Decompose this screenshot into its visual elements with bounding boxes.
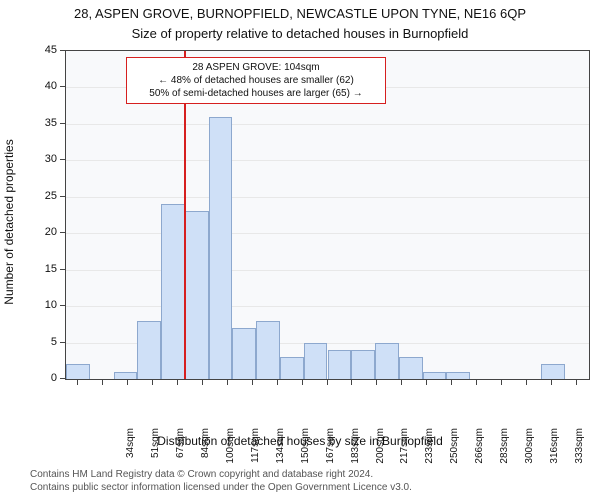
x-tick (177, 380, 178, 385)
x-tick (202, 380, 203, 385)
y-tick-label: 20 (35, 226, 57, 238)
y-tick-label: 5 (35, 336, 57, 348)
attribution-line2: Contains public sector information licen… (30, 481, 412, 494)
x-tick (302, 380, 303, 385)
x-tick (252, 380, 253, 385)
gridline (66, 197, 589, 198)
histogram-bar (161, 204, 185, 379)
histogram-bar (256, 321, 280, 379)
x-tick (476, 380, 477, 385)
x-axis-label: Distribution of detached houses by size … (0, 434, 600, 448)
y-tick-label: 15 (35, 263, 57, 275)
histogram-bar (114, 372, 138, 379)
attribution-text: Contains HM Land Registry data © Crown c… (30, 468, 412, 494)
y-tick-label: 30 (35, 153, 57, 165)
x-tick (501, 380, 502, 385)
y-tick-label: 10 (35, 299, 57, 311)
histogram-bar (209, 117, 233, 379)
x-tick (551, 380, 552, 385)
x-tick (526, 380, 527, 385)
x-tick (227, 380, 228, 385)
y-tick-label: 25 (35, 190, 57, 202)
x-tick (127, 380, 128, 385)
x-tick (451, 380, 452, 385)
x-tick (576, 380, 577, 385)
y-tick (60, 269, 65, 270)
gridline (66, 233, 589, 234)
y-tick (60, 159, 65, 160)
chart-subtitle: Size of property relative to detached ho… (0, 26, 600, 41)
histogram-bar (399, 357, 423, 379)
histogram-bar (232, 328, 256, 379)
y-tick-label: 40 (35, 80, 57, 92)
y-tick (60, 50, 65, 51)
annotation-line: 28 ASPEN GROVE: 104sqm (133, 61, 379, 74)
x-tick (401, 380, 402, 385)
page-title: 28, ASPEN GROVE, BURNOPFIELD, NEWCASTLE … (0, 6, 600, 21)
histogram-bar (423, 372, 447, 379)
histogram-bar (328, 350, 352, 379)
gridline (66, 160, 589, 161)
histogram-bar (375, 343, 399, 379)
histogram-bar (446, 372, 470, 379)
x-tick (327, 380, 328, 385)
y-tick-label: 0 (35, 372, 57, 384)
annotation-line: 50% of semi-detached houses are larger (… (133, 87, 379, 100)
chart-plot-area: 28 ASPEN GROVE: 104sqm← 48% of detached … (65, 50, 590, 380)
x-tick (277, 380, 278, 385)
y-tick (60, 342, 65, 343)
x-tick (152, 380, 153, 385)
y-tick (60, 86, 65, 87)
y-tick (60, 232, 65, 233)
histogram-bar (66, 364, 90, 379)
annotation-box: 28 ASPEN GROVE: 104sqm← 48% of detached … (126, 57, 386, 104)
y-tick (60, 123, 65, 124)
histogram-bar (137, 321, 161, 379)
x-tick (351, 380, 352, 385)
x-tick (426, 380, 427, 385)
y-tick (60, 196, 65, 197)
x-tick (102, 380, 103, 385)
histogram-bar (351, 350, 375, 379)
annotation-line: ← 48% of detached houses are smaller (62… (133, 74, 379, 87)
x-tick (376, 380, 377, 385)
y-axis-label: Number of detached properties (2, 122, 16, 322)
x-tick (77, 380, 78, 385)
y-tick (60, 378, 65, 379)
histogram-bar (541, 364, 565, 379)
gridline (66, 306, 589, 307)
gridline (66, 124, 589, 125)
gridline (66, 270, 589, 271)
histogram-bar (304, 343, 328, 379)
histogram-bar (185, 211, 209, 379)
y-tick-label: 45 (35, 44, 57, 56)
histogram-bar (280, 357, 304, 379)
y-tick (60, 305, 65, 306)
attribution-line1: Contains HM Land Registry data © Crown c… (30, 468, 412, 481)
y-tick-label: 35 (35, 117, 57, 129)
